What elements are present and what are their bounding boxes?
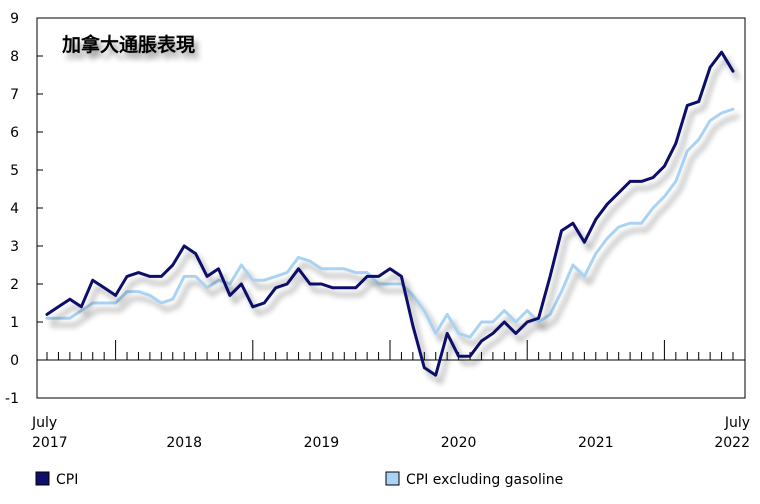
y-tick-label: 9 <box>10 11 19 27</box>
legend-swatch <box>385 471 400 486</box>
legend-swatch <box>35 471 50 486</box>
chart-title: 加拿大通脹表現 <box>61 33 195 56</box>
y-tick-label: 5 <box>10 163 19 179</box>
y-tick-label: 1 <box>10 315 19 331</box>
legend-label: CPI <box>56 472 78 488</box>
series-lines <box>45 50 735 377</box>
y-tick-label: 0 <box>10 353 19 369</box>
series-line-cpi <box>45 50 735 377</box>
y-tick-label: 2 <box>10 277 19 293</box>
y-tick-label: -1 <box>5 391 19 407</box>
y-tick-label: 6 <box>10 125 19 141</box>
plot-frame <box>36 17 746 399</box>
legend-label: CPI excluding gasoline <box>406 472 563 488</box>
y-tick-label: 4 <box>10 201 19 217</box>
y-tick-label: 7 <box>10 87 19 103</box>
x-tick-label: 2022 <box>714 435 750 451</box>
y-tick-label: 3 <box>10 239 19 255</box>
plot-border <box>36 17 746 399</box>
series-line-cpi-excl-gasoline <box>45 107 735 339</box>
x-tick-label: July <box>724 415 750 431</box>
y-tick-labels: -1 0 1 2 3 4 5 6 7 8 9 <box>5 11 19 407</box>
x-tick-labels: July 2017 2018 2019 2020 2021 July 2022 <box>31 415 750 451</box>
x-tick-label: 2017 <box>32 435 68 451</box>
y-tick-label: 8 <box>10 49 19 65</box>
x-tick-label: 2020 <box>441 435 477 451</box>
axis-ticks <box>37 17 734 399</box>
x-tick-label: 2021 <box>578 435 614 451</box>
x-tick-label: July <box>31 415 57 431</box>
legend: CPI CPI excluding gasoline <box>35 471 563 488</box>
x-tick-label: 2018 <box>166 435 202 451</box>
x-tick-label: 2019 <box>304 435 340 451</box>
